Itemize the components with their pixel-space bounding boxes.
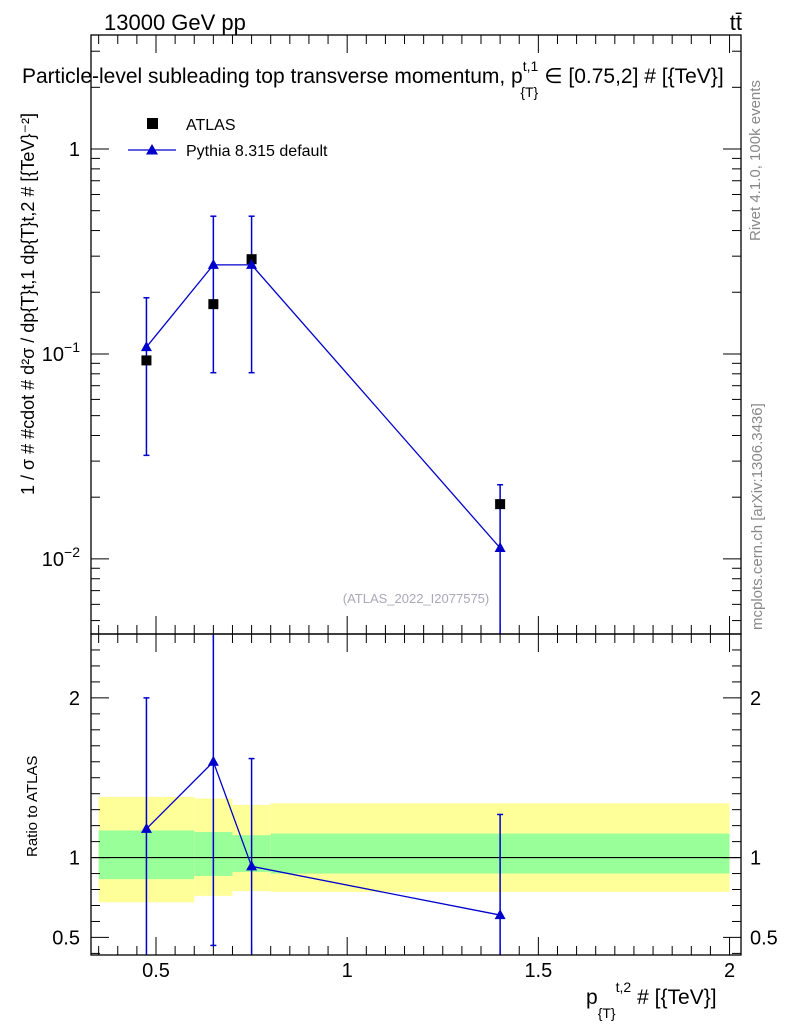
chart-title-main: Particle-level subleading top transverse…	[22, 65, 523, 88]
x-tick-label: 1.5	[524, 960, 552, 982]
x-axis-label-p: p	[586, 986, 598, 1009]
main-atlas-point	[495, 499, 506, 510]
ratio-panel-frame	[90, 633, 742, 956]
analysis-watermark: (ATLAS_2022_I2077575)	[343, 591, 489, 606]
ratio-y-tick-label-right: 2	[750, 688, 761, 710]
x-axis-label: p{T}t,2 # [{TeV}]	[586, 979, 717, 1021]
ratio-pythia-point	[140, 822, 152, 833]
x-axis-label-sub: {T}	[598, 1005, 616, 1021]
ratio-pythia-point	[246, 860, 258, 871]
ratio-y-tick-label-right: 0.5	[750, 927, 778, 949]
legend-pythia-label: Pythia 8.315 default	[186, 143, 328, 160]
main-y-tick-label: 10−2	[42, 544, 80, 571]
ratio-y-tick-label-left: 1	[69, 848, 80, 870]
x-axis-label-sup: t,2	[616, 979, 632, 995]
main-ylabel: 1 / σ # #cdot # d²σ / dp{T}t,1 dp{T}t,2 …	[18, 113, 38, 495]
main-atlas-point	[208, 299, 219, 310]
rivet-label: Rivet 4.1.0, 100k events	[747, 80, 764, 241]
main-pythia-point	[207, 258, 219, 269]
chart-title-sup: t,1	[523, 58, 539, 74]
x-tick-label: 2	[724, 960, 735, 982]
ratio-bands	[91, 796, 741, 903]
tick-labels: 0.5 1 1.5 210−210−110.5 0.51 12 2	[42, 139, 778, 982]
header-energy: 13000 GeV pp	[104, 10, 246, 35]
x-tick-label: 1	[342, 960, 353, 982]
chart-title: Particle-level subleading top transverse…	[22, 58, 724, 100]
ratio-pythia-point	[207, 755, 219, 766]
ratio-y-tick-label-right: 1	[750, 848, 761, 870]
plot-frames	[90, 34, 742, 956]
main-pythia-point	[494, 542, 506, 553]
main-y-tick-base: 10	[42, 549, 64, 571]
main-y-tick-exponent: −2	[64, 544, 80, 560]
main-y-tick-label: 1	[69, 139, 80, 161]
axis-ticks	[91, 35, 741, 955]
ratio-y-tick-label-left: 0.5	[52, 927, 80, 949]
legend-atlas-label: ATLAS	[186, 117, 236, 134]
ratio-pythia-line	[145, 760, 501, 916]
x-tick-label: 0.5	[142, 960, 170, 982]
x-axis-label-tail: # [{TeV}]	[637, 986, 716, 1009]
main-atlas-point	[141, 355, 152, 366]
main-y-tick-label: 10−1	[42, 339, 80, 366]
header-process: tt̄	[730, 10, 742, 35]
data-series	[140, 215, 506, 955]
legend-pythia-marker	[146, 144, 158, 155]
main-pythia-point	[140, 341, 152, 352]
legend-atlas-marker	[147, 118, 158, 129]
main-pythia-point	[246, 258, 258, 269]
ratio-ylabel: Ratio to ATLAS	[24, 756, 41, 857]
main-y-tick-base: 1	[69, 139, 80, 161]
main-y-tick-exponent: −1	[64, 339, 80, 355]
main-y-tick-base: 10	[42, 344, 64, 366]
chart-title-sub: {T}	[520, 84, 538, 100]
ratio-pythia-point	[494, 909, 506, 920]
mcplots-label: mcplots.cern.ch [arXiv:1306.3436]	[749, 403, 766, 630]
chart-title-tail: ∈ [0.75,2] # [{TeV}]	[544, 65, 723, 88]
ratio-y-tick-label-left: 2	[69, 688, 80, 710]
main-pythia-line	[145, 264, 501, 549]
